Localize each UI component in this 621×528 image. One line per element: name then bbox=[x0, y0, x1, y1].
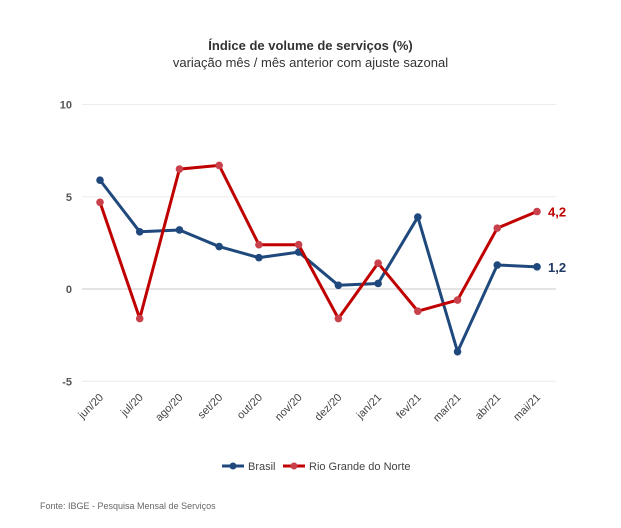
data-point bbox=[414, 213, 422, 221]
data-point bbox=[414, 307, 422, 315]
data-point bbox=[334, 314, 343, 323]
data-point bbox=[96, 176, 104, 184]
data-point bbox=[294, 240, 303, 249]
y-tick-label: 10 bbox=[60, 100, 72, 112]
series-line-0 bbox=[98, 179, 538, 354]
data-point bbox=[175, 165, 184, 173]
x-tick-label: abr/21 bbox=[473, 392, 504, 423]
x-tick-label: out/20 bbox=[235, 392, 265, 422]
data-point bbox=[533, 263, 541, 271]
legend-label: Brasil bbox=[248, 461, 276, 473]
chart-subtitle: variação mês / mês anterior com ajuste s… bbox=[172, 55, 449, 70]
data-point bbox=[493, 224, 502, 232]
source-note: Fonte: IBGE - Pesquisa Mensal de Serviço… bbox=[40, 501, 216, 511]
end-data-label: 1,2 bbox=[548, 260, 566, 275]
data-point bbox=[453, 347, 462, 356]
y-tick-label: -5 bbox=[62, 376, 72, 388]
data-point bbox=[374, 259, 382, 267]
end-data-label: 4,2 bbox=[548, 205, 566, 220]
data-point bbox=[135, 228, 144, 236]
data-point bbox=[175, 226, 184, 234]
data-point bbox=[96, 198, 104, 207]
legend-marker bbox=[229, 462, 237, 470]
data-point bbox=[215, 242, 223, 251]
data-point bbox=[255, 240, 263, 249]
data-point bbox=[135, 314, 144, 323]
legend-label: Rio Grande do Norte bbox=[309, 461, 411, 473]
x-tick-label: jun/20 bbox=[76, 392, 106, 422]
x-tick-label: fev/21 bbox=[394, 392, 424, 422]
y-tick-label: 0 bbox=[66, 284, 72, 296]
data-point bbox=[334, 281, 343, 290]
x-tick-label: ago/20 bbox=[153, 392, 185, 424]
chart-title: Índice de volume de serviços (%) bbox=[208, 38, 413, 53]
data-point bbox=[493, 261, 502, 269]
data-point bbox=[215, 161, 223, 170]
data-point bbox=[453, 296, 462, 304]
data-point bbox=[255, 253, 263, 262]
x-tick-label: set/20 bbox=[196, 392, 226, 422]
x-tick-label: jan/21 bbox=[354, 392, 384, 422]
x-tick-label: jul/20 bbox=[118, 392, 146, 420]
x-tick-label: mai/21 bbox=[511, 392, 543, 424]
y-tick-label: 5 bbox=[66, 192, 72, 204]
x-tick-label: mar/21 bbox=[431, 392, 464, 425]
series-line-1 bbox=[98, 163, 538, 321]
data-point bbox=[374, 279, 382, 288]
legend-marker bbox=[290, 462, 298, 470]
data-point bbox=[533, 207, 541, 216]
x-tick-label: nov/20 bbox=[273, 392, 305, 424]
x-tick-label: dez/20 bbox=[313, 392, 345, 424]
